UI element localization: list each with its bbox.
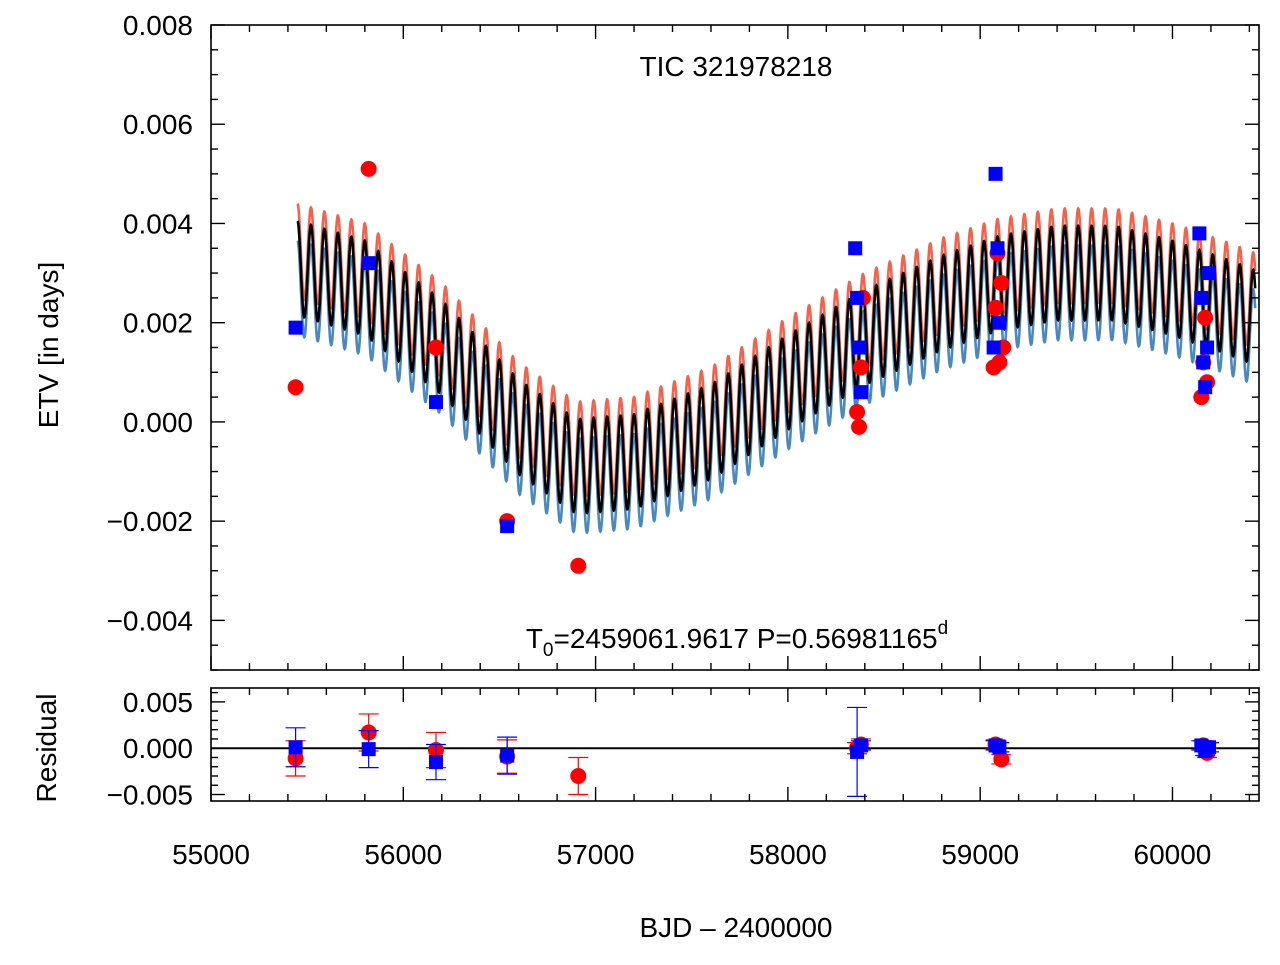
secondary-point <box>428 395 443 410</box>
secondary-residual-point <box>428 755 443 770</box>
residual-y-axis-label: Residual <box>31 694 62 803</box>
primary-residual-point <box>570 767 587 784</box>
ephemeris-annotation: T0=2459061.9617 P=0.56981165d <box>526 618 948 661</box>
secondary-residual-point <box>500 748 515 763</box>
secondary-point <box>988 166 1003 181</box>
axis-ticks <box>210 24 1259 801</box>
main-y-tick-label: 0.002 <box>123 308 193 339</box>
primary-point <box>849 404 866 420</box>
secondary-point <box>986 340 1001 355</box>
secondary-point <box>848 241 863 256</box>
ephemeris-t-subscript: 0 <box>543 640 554 661</box>
main-y-axis-label: ETV [in days] <box>33 262 64 429</box>
x-axis-label: BJD – 2400000 <box>639 912 832 943</box>
primary-point <box>570 557 587 574</box>
primary-point <box>1197 309 1214 326</box>
x-tick-label: 56000 <box>364 839 442 870</box>
main-y-tick-label: −0.004 <box>107 605 193 636</box>
tick-labels: 55000 56000 57000 58000 59000 60000 −0.004 −0.0… <box>107 10 1212 870</box>
main-y-tick-label: 0.008 <box>123 10 193 41</box>
secondary-point <box>1200 340 1215 355</box>
secondary-residual-point <box>1202 740 1217 755</box>
ephemeris-values: =2459061.9617 P=0.56981165 <box>554 623 938 654</box>
secondary-point <box>288 320 303 335</box>
residual-y-tick-label: −0.005 <box>107 780 193 811</box>
secondary-residual-point <box>853 738 868 753</box>
secondary-point <box>990 241 1005 256</box>
main-data-points <box>287 160 1217 574</box>
primary-point <box>852 359 869 376</box>
ephemeris-t-label: T <box>526 623 543 654</box>
secondary-point <box>1202 266 1217 281</box>
secondary-point <box>1194 290 1209 305</box>
secondary-point <box>361 256 376 271</box>
residual-plot-frame <box>210 687 1260 802</box>
primary-point <box>993 275 1010 291</box>
main-model-curves <box>296 202 1257 535</box>
secondary-point <box>852 340 867 355</box>
x-tick-label: 59000 <box>941 839 1019 870</box>
secondary-residual-point <box>992 740 1007 755</box>
primary-point <box>360 160 377 177</box>
secondary-point <box>850 290 865 305</box>
main-y-tick-label: 0.006 <box>123 109 193 140</box>
main-y-tick-label: 0.004 <box>123 208 193 239</box>
secondary-point <box>1196 355 1211 370</box>
secondary-point <box>500 519 515 534</box>
primary-point <box>987 299 1004 316</box>
primary-point <box>991 354 1008 371</box>
ephemeris-period-unit: d <box>938 618 949 639</box>
secondary-residual-point <box>288 740 303 755</box>
primary-residual-point <box>993 751 1010 768</box>
residual-data-points <box>211 706 1259 797</box>
primary-point <box>851 418 868 435</box>
x-tick-label: 58000 <box>749 839 827 870</box>
residual-y-tick-label: 0.000 <box>123 733 193 764</box>
x-tick-label: 57000 <box>557 839 635 870</box>
model-curve-combined <box>296 220 1257 515</box>
main-y-tick-label: −0.002 <box>107 506 193 537</box>
chart-title: TIC 321978218 <box>639 51 832 82</box>
axes-frames <box>210 24 1260 802</box>
secondary-residual-point <box>361 742 376 757</box>
residual-y-tick-label: 0.005 <box>123 687 193 718</box>
secondary-point <box>992 315 1007 330</box>
x-tick-label: 60000 <box>1134 839 1212 870</box>
secondary-point <box>1198 380 1213 395</box>
secondary-point <box>853 385 868 400</box>
x-tick-label: 55000 <box>172 839 250 870</box>
main-plot-frame <box>210 24 1260 671</box>
secondary-point <box>1192 226 1207 241</box>
primary-point <box>427 339 444 356</box>
primary-point <box>287 379 304 396</box>
main-y-tick-label: 0.000 <box>123 407 193 438</box>
